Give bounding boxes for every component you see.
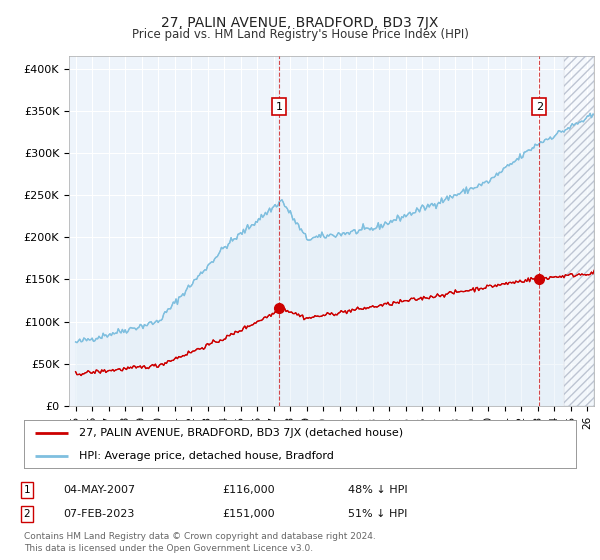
Text: Contains HM Land Registry data © Crown copyright and database right 2024.
This d: Contains HM Land Registry data © Crown c… <box>24 533 376 553</box>
Text: 48% ↓ HPI: 48% ↓ HPI <box>348 485 407 495</box>
Text: £151,000: £151,000 <box>222 509 275 519</box>
Text: 2: 2 <box>536 101 543 111</box>
Text: 1: 1 <box>275 101 283 111</box>
Text: 27, PALIN AVENUE, BRADFORD, BD3 7JX (detached house): 27, PALIN AVENUE, BRADFORD, BD3 7JX (det… <box>79 428 403 438</box>
Text: Price paid vs. HM Land Registry's House Price Index (HPI): Price paid vs. HM Land Registry's House … <box>131 28 469 41</box>
Text: 51% ↓ HPI: 51% ↓ HPI <box>348 509 407 519</box>
Bar <box>563 56 594 406</box>
Text: 1: 1 <box>23 485 31 495</box>
Text: 04-MAY-2007: 04-MAY-2007 <box>63 485 135 495</box>
Text: HPI: Average price, detached house, Bradford: HPI: Average price, detached house, Brad… <box>79 451 334 461</box>
Text: 07-FEB-2023: 07-FEB-2023 <box>63 509 134 519</box>
Text: 27, PALIN AVENUE, BRADFORD, BD3 7JX: 27, PALIN AVENUE, BRADFORD, BD3 7JX <box>161 16 439 30</box>
Text: 2: 2 <box>23 509 31 519</box>
Text: £116,000: £116,000 <box>222 485 275 495</box>
Bar <box>563 56 594 406</box>
